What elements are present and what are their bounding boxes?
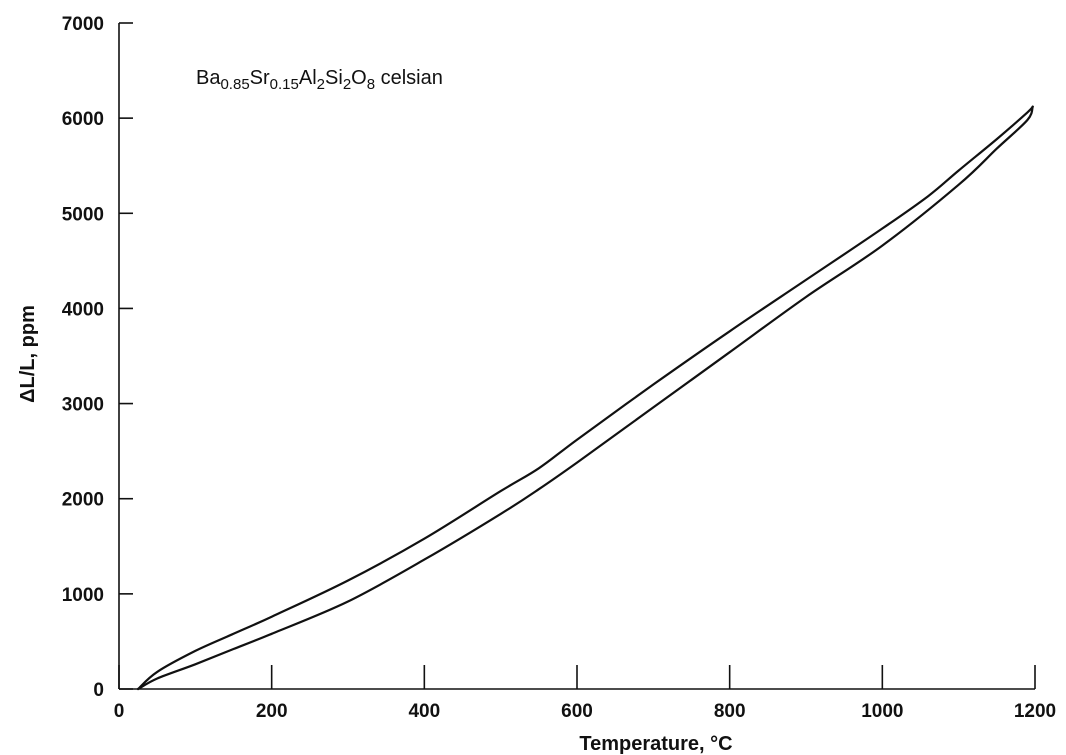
annotation-subscript: 0.85 (220, 76, 249, 93)
x-tick-label: 0 (114, 701, 125, 722)
y-tick-label: 2000 (62, 490, 104, 511)
series-line-2 (137, 105, 1034, 691)
x-tick-label: 1200 (1014, 701, 1056, 722)
y-tick-label: 7000 (62, 14, 104, 35)
annotation-subscript: 8 (367, 76, 375, 93)
material-annotation: Ba0.85Sr0.15Al2Si2O8 celsian (196, 67, 443, 93)
y-tick-label: 3000 (62, 395, 104, 416)
annotation-subscript: 0.15 (270, 76, 299, 93)
annotation-text: celsian (375, 67, 443, 89)
x-axis-label: Temperature, °C (579, 733, 732, 755)
annotation-text: Al (299, 67, 317, 89)
x-axis-ticks: 0 200 400 600 800 1000 1200 (114, 665, 1056, 722)
x-tick-label: 1000 (861, 701, 903, 722)
x-tick-label: 400 (408, 701, 440, 722)
y-axis-ticks: 0 1000 2000 3000 4000 5000 6000 7000 (62, 14, 133, 701)
annotation-text: Sr (250, 67, 270, 89)
y-tick-label: 6000 (62, 109, 104, 130)
x-tick-label: 800 (714, 701, 746, 722)
y-axis-label: ΔL/L, ppm (17, 305, 39, 403)
annotation-text: O (351, 67, 367, 89)
y-tick-label: 0 (93, 680, 104, 701)
annotation-text: Ba (196, 67, 221, 89)
y-tick-label: 5000 (62, 204, 104, 225)
annotation-text: Si (325, 67, 343, 89)
annotation-subscript: 2 (343, 76, 351, 93)
annotation-subscript: 2 (317, 76, 325, 93)
series-line-1 (137, 105, 1034, 691)
y-tick-label: 1000 (62, 585, 104, 606)
data-curves (137, 105, 1034, 691)
y-tick-label: 4000 (62, 299, 104, 320)
x-tick-label: 200 (256, 701, 288, 722)
x-tick-label: 600 (561, 701, 593, 722)
